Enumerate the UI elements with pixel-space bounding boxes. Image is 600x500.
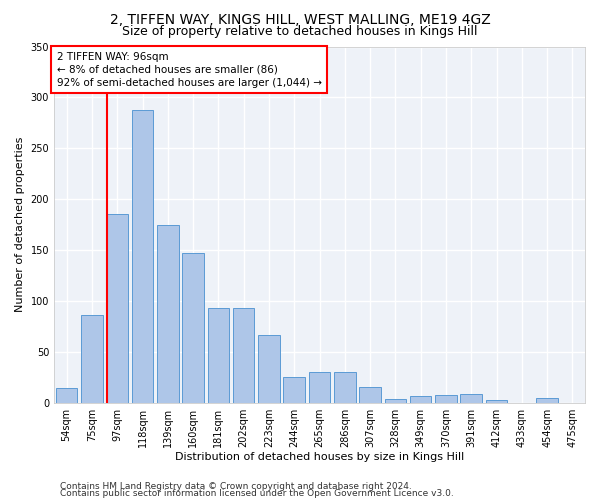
- Bar: [385, 398, 406, 402]
- Text: 2 TIFFEN WAY: 96sqm
← 8% of detached houses are smaller (86)
92% of semi-detache: 2 TIFFEN WAY: 96sqm ← 8% of detached hou…: [56, 52, 322, 88]
- Bar: [258, 334, 280, 402]
- Bar: [56, 388, 77, 402]
- Text: 2, TIFFEN WAY, KINGS HILL, WEST MALLING, ME19 4GZ: 2, TIFFEN WAY, KINGS HILL, WEST MALLING,…: [110, 12, 490, 26]
- Text: Size of property relative to detached houses in Kings Hill: Size of property relative to detached ho…: [122, 25, 478, 38]
- Bar: [233, 308, 254, 402]
- Bar: [410, 396, 431, 402]
- Y-axis label: Number of detached properties: Number of detached properties: [15, 137, 25, 312]
- Bar: [81, 315, 103, 402]
- Bar: [107, 214, 128, 402]
- Bar: [460, 394, 482, 402]
- Bar: [132, 110, 153, 403]
- Bar: [486, 400, 507, 402]
- Bar: [536, 398, 558, 402]
- Bar: [309, 372, 330, 402]
- Bar: [157, 224, 179, 402]
- X-axis label: Distribution of detached houses by size in Kings Hill: Distribution of detached houses by size …: [175, 452, 464, 462]
- Bar: [182, 253, 204, 402]
- Text: Contains public sector information licensed under the Open Government Licence v3: Contains public sector information licen…: [60, 490, 454, 498]
- Text: Contains HM Land Registry data © Crown copyright and database right 2024.: Contains HM Land Registry data © Crown c…: [60, 482, 412, 491]
- Bar: [208, 308, 229, 402]
- Bar: [283, 378, 305, 402]
- Bar: [334, 372, 356, 402]
- Bar: [435, 394, 457, 402]
- Bar: [359, 388, 381, 402]
